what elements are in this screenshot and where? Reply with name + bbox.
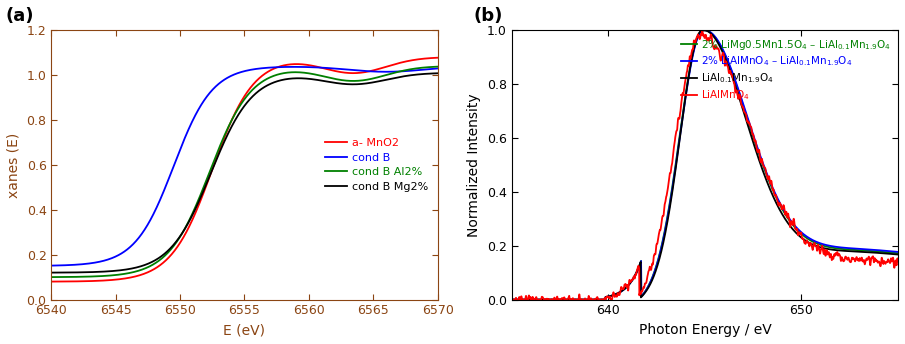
cond B: [289, 65, 300, 69]
a- MnO2: [281, 63, 291, 67]
cond B: [281, 65, 291, 69]
cond B Mg2%: [433, 71, 443, 75]
2% LiMg0.5Mn1.5O$_4$ – LiAl$_{0.1}$Mn$_{1.9}$O$_4$: [699, 28, 710, 32]
cond B: [46, 264, 57, 268]
cond B Mg2%: [46, 270, 57, 275]
2% LiMg0.5Mn1.5O$_4$ – LiAl$_{0.1}$Mn$_{1.9}$O$_4$: [881, 250, 892, 254]
a- MnO2: [70, 279, 81, 283]
cond B: [379, 70, 390, 74]
LiAl$_{0.1}$Mn$_{1.9}$O$_4$: [881, 251, 892, 256]
LiAlMnO$_4$: [881, 260, 892, 264]
cond B Al2%: [378, 74, 389, 78]
Legend: a- MnO2, cond B, cond B Al2%, cond B Mg2%: a- MnO2, cond B, cond B Al2%, cond B Mg2…: [321, 135, 432, 195]
2% LiAlMnO$_4$ – LiAl$_{0.1}$Mn$_{1.9}$O$_4$: [811, 240, 822, 244]
cond B Mg2%: [281, 77, 291, 81]
LiAlMnO$_4$: [527, 298, 538, 302]
cond B: [70, 263, 81, 267]
cond B Al2%: [46, 275, 57, 279]
X-axis label: E (eV): E (eV): [224, 323, 265, 337]
a- MnO2: [378, 65, 389, 69]
Line: cond B Al2%: cond B Al2%: [52, 67, 438, 277]
Legend: 2% LiMg0.5Mn1.5O$_4$ – LiAl$_{0.1}$Mn$_{1.9}$O$_4$, 2% LiAlMnO$_4$ – LiAl$_{0.1}: 2% LiMg0.5Mn1.5O$_4$ – LiAl$_{0.1}$Mn$_{…: [679, 35, 893, 104]
a- MnO2: [271, 66, 281, 70]
LiAl$_{0.1}$Mn$_{1.9}$O$_4$: [811, 244, 822, 248]
Line: 2% LiAlMnO$_4$ – LiAl$_{0.1}$Mn$_{1.9}$O$_4$: 2% LiAlMnO$_4$ – LiAl$_{0.1}$Mn$_{1.9}$O…: [512, 30, 898, 300]
a- MnO2: [338, 71, 349, 75]
2% LiAlMnO$_4$ – LiAl$_{0.1}$Mn$_{1.9}$O$_4$: [526, 298, 537, 302]
cond B: [292, 65, 303, 69]
LiAlMnO$_4$: [694, 37, 705, 41]
Text: (a): (a): [5, 7, 33, 25]
LiAl$_{0.1}$Mn$_{1.9}$O$_4$: [699, 28, 710, 32]
Line: LiAl$_{0.1}$Mn$_{1.9}$O$_4$: LiAl$_{0.1}$Mn$_{1.9}$O$_4$: [512, 30, 898, 300]
LiAl$_{0.1}$Mn$_{1.9}$O$_4$: [694, 30, 705, 34]
2% LiMg0.5Mn1.5O$_4$ – LiAl$_{0.1}$Mn$_{1.9}$O$_4$: [694, 31, 705, 35]
Line: LiAlMnO$_4$: LiAlMnO$_4$: [512, 30, 898, 300]
a- MnO2: [46, 280, 57, 284]
LiAlMnO$_4$: [507, 298, 518, 302]
X-axis label: Photon Energy / eV: Photon Energy / eV: [639, 323, 771, 337]
cond B Al2%: [271, 73, 281, 77]
Text: (b): (b): [473, 7, 502, 25]
LiAlMnO$_4$: [892, 259, 903, 263]
2% LiMg0.5Mn1.5O$_4$ – LiAl$_{0.1}$Mn$_{1.9}$O$_4$: [892, 251, 903, 255]
cond B Al2%: [281, 71, 291, 75]
cond B Mg2%: [338, 82, 349, 86]
2% LiMg0.5Mn1.5O$_4$ – LiAl$_{0.1}$Mn$_{1.9}$O$_4$: [811, 241, 822, 245]
Line: 2% LiMg0.5Mn1.5O$_4$ – LiAl$_{0.1}$Mn$_{1.9}$O$_4$: 2% LiMg0.5Mn1.5O$_4$ – LiAl$_{0.1}$Mn$_{…: [512, 30, 898, 300]
cond B Al2%: [70, 275, 81, 279]
cond B Mg2%: [70, 270, 81, 275]
LiAlMnO$_4$: [881, 260, 892, 264]
cond B Mg2%: [292, 76, 303, 80]
cond B: [271, 65, 281, 69]
Line: cond B Mg2%: cond B Mg2%: [52, 73, 438, 272]
2% LiAlMnO$_4$ – LiAl$_{0.1}$Mn$_{1.9}$O$_4$: [881, 249, 892, 253]
a- MnO2: [433, 56, 443, 60]
2% LiAlMnO$_4$ – LiAl$_{0.1}$Mn$_{1.9}$O$_4$: [507, 298, 518, 302]
LiAl$_{0.1}$Mn$_{1.9}$O$_4$: [526, 298, 537, 302]
2% LiMg0.5Mn1.5O$_4$ – LiAl$_{0.1}$Mn$_{1.9}$O$_4$: [684, 69, 695, 73]
2% LiAlMnO$_4$ – LiAl$_{0.1}$Mn$_{1.9}$O$_4$: [892, 250, 903, 254]
2% LiMg0.5Mn1.5O$_4$ – LiAl$_{0.1}$Mn$_{1.9}$O$_4$: [526, 298, 537, 302]
LiAlMnO$_4$: [697, 28, 708, 32]
2% LiAlMnO$_4$ – LiAl$_{0.1}$Mn$_{1.9}$O$_4$: [881, 249, 892, 253]
2% LiAlMnO$_4$ – LiAl$_{0.1}$Mn$_{1.9}$O$_4$: [700, 28, 710, 32]
Line: a- MnO2: a- MnO2: [52, 58, 438, 282]
2% LiAlMnO$_4$ – LiAl$_{0.1}$Mn$_{1.9}$O$_4$: [684, 72, 695, 76]
cond B: [339, 67, 350, 72]
Line: cond B: cond B: [52, 67, 438, 266]
Y-axis label: xanes (E): xanes (E): [7, 132, 21, 197]
cond B: [433, 66, 443, 71]
2% LiMg0.5Mn1.5O$_4$ – LiAl$_{0.1}$Mn$_{1.9}$O$_4$: [881, 250, 892, 254]
LiAl$_{0.1}$Mn$_{1.9}$O$_4$: [684, 70, 695, 74]
a- MnO2: [292, 62, 303, 66]
LiAlMnO$_4$: [507, 294, 518, 299]
LiAl$_{0.1}$Mn$_{1.9}$O$_4$: [881, 251, 892, 256]
cond B Al2%: [433, 65, 443, 69]
cond B Mg2%: [378, 78, 389, 82]
2% LiAlMnO$_4$ – LiAl$_{0.1}$Mn$_{1.9}$O$_4$: [694, 31, 705, 35]
LiAl$_{0.1}$Mn$_{1.9}$O$_4$: [507, 298, 518, 302]
LiAl$_{0.1}$Mn$_{1.9}$O$_4$: [892, 252, 903, 257]
cond B Al2%: [292, 70, 303, 74]
Y-axis label: Normalized Intensity: Normalized Intensity: [467, 93, 481, 237]
cond B Mg2%: [271, 80, 281, 84]
LiAlMnO$_4$: [684, 55, 695, 60]
2% LiMg0.5Mn1.5O$_4$ – LiAl$_{0.1}$Mn$_{1.9}$O$_4$: [507, 298, 518, 302]
cond B Al2%: [338, 78, 349, 83]
LiAlMnO$_4$: [811, 245, 822, 249]
